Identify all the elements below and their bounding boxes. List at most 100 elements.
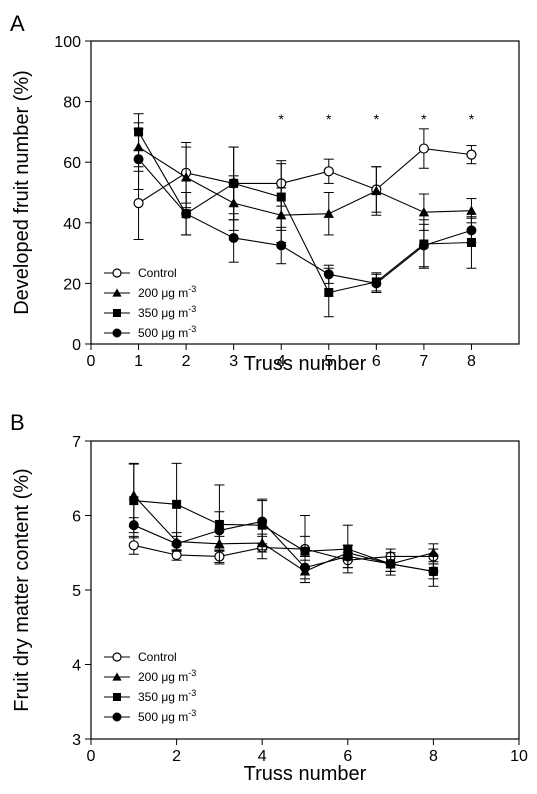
data-point xyxy=(171,538,182,549)
legend-marker xyxy=(112,268,122,278)
significance-marker: * xyxy=(374,111,380,127)
data-point xyxy=(128,520,139,531)
data-point xyxy=(428,547,439,557)
series-4 xyxy=(128,498,439,580)
x-tick-label: 0 xyxy=(87,353,96,370)
series-line xyxy=(133,520,434,572)
y-tick-label: 100 xyxy=(54,34,81,51)
data-point xyxy=(342,551,353,562)
x-axis-label: Truss number xyxy=(244,763,367,785)
legend-entry: 200 μg m-3 xyxy=(138,284,196,300)
legend-marker xyxy=(113,693,121,701)
data-point xyxy=(371,185,382,196)
y-tick-label: 3 xyxy=(72,732,81,749)
y-tick-label: 40 xyxy=(63,216,81,233)
y-axis-label: Developed fruit number (%) xyxy=(11,70,33,315)
data-point xyxy=(418,143,429,154)
series-line xyxy=(133,544,434,561)
series-1 xyxy=(128,515,439,584)
legend-entry: 200 μg m-3 xyxy=(138,668,196,684)
series-line xyxy=(138,147,472,204)
x-tick-label: 2 xyxy=(182,353,191,370)
legend-marker xyxy=(112,672,122,681)
data-point xyxy=(257,516,268,527)
legend-marker xyxy=(112,288,122,297)
legend: Control 200 μg m-3 350 μg m-3 500 μg m-3 xyxy=(104,650,196,724)
y-tick-label: 80 xyxy=(63,95,81,112)
panel-label: A xyxy=(10,11,25,36)
legend-entry: Control xyxy=(138,650,177,664)
x-tick-label: 0 xyxy=(87,748,96,765)
significance-marker: * xyxy=(326,111,332,127)
x-tick-label: 5 xyxy=(324,353,333,370)
data-point xyxy=(428,566,439,577)
data-point xyxy=(300,562,310,573)
data-point xyxy=(385,558,396,569)
data-point xyxy=(466,225,477,236)
series-line xyxy=(138,146,472,216)
data-point xyxy=(300,546,310,556)
legend-entry: 350 μg m-3 xyxy=(138,688,196,704)
data-point xyxy=(323,166,334,177)
y-axis-label: Fruit dry matter content (%) xyxy=(11,468,33,711)
legend-marker xyxy=(112,652,122,662)
series-1 xyxy=(133,128,477,240)
data-point xyxy=(214,525,225,536)
data-point xyxy=(418,240,429,251)
x-tick-label: 2 xyxy=(172,748,181,765)
data-point xyxy=(323,208,334,218)
x-tick-label: 3 xyxy=(229,353,238,370)
data-point xyxy=(171,549,182,561)
series-line xyxy=(138,131,472,294)
legend: Control 200 μg m-3 350 μg m-3 500 μg m-3 xyxy=(104,266,196,340)
panel-b: B 0 2 4 6 8 10 3 4 5 6 7 Truss number Fruit dry matte… xyxy=(10,410,528,785)
data-point xyxy=(276,240,287,251)
y-tick-label: 7 xyxy=(72,434,81,451)
significance-marker: * xyxy=(278,111,284,127)
data-point xyxy=(276,192,286,202)
legend-marker xyxy=(112,328,122,338)
data-point xyxy=(466,149,477,160)
legend-entry: 500 μg m-3 xyxy=(138,324,196,340)
significance-marker: * xyxy=(421,111,427,127)
data-point xyxy=(129,496,139,506)
y-tick-label: 5 xyxy=(72,583,81,600)
legend-entry: Control xyxy=(138,266,177,280)
x-tick-label: 1 xyxy=(134,353,143,370)
x-axis-label: Truss number xyxy=(244,353,367,375)
data-point xyxy=(323,269,334,280)
data-point xyxy=(128,540,139,551)
series-line xyxy=(138,158,472,284)
legend-marker xyxy=(113,309,121,317)
y-tick-label: 20 xyxy=(63,276,81,293)
data-point xyxy=(172,499,182,509)
y-tick-label: 4 xyxy=(72,658,81,675)
x-tick-label: 8 xyxy=(467,353,476,370)
legend-entry: 350 μg m-3 xyxy=(138,304,196,320)
data-point xyxy=(228,232,239,243)
data-point xyxy=(371,278,382,289)
data-point xyxy=(181,208,192,219)
plot-frame xyxy=(90,40,520,345)
panel-label: B xyxy=(10,410,25,435)
data-point xyxy=(180,172,192,182)
series-4 xyxy=(133,128,477,293)
y-tick-label: 0 xyxy=(72,337,81,354)
y-tick-label: 6 xyxy=(72,509,81,526)
legend-entry: 500 μg m-3 xyxy=(138,708,196,724)
data-point xyxy=(133,198,144,209)
x-tick-label: 4 xyxy=(258,748,267,765)
data-point xyxy=(466,205,477,215)
x-tick-label: 6 xyxy=(343,748,352,765)
x-tick-label: 4 xyxy=(277,353,286,370)
significance-marker: * xyxy=(469,111,475,127)
x-tick-label: 8 xyxy=(429,748,438,765)
series-line xyxy=(133,500,434,572)
data-point xyxy=(418,207,430,217)
data-point xyxy=(229,178,239,188)
data-point xyxy=(133,154,144,165)
x-tick-label: 7 xyxy=(419,353,428,370)
